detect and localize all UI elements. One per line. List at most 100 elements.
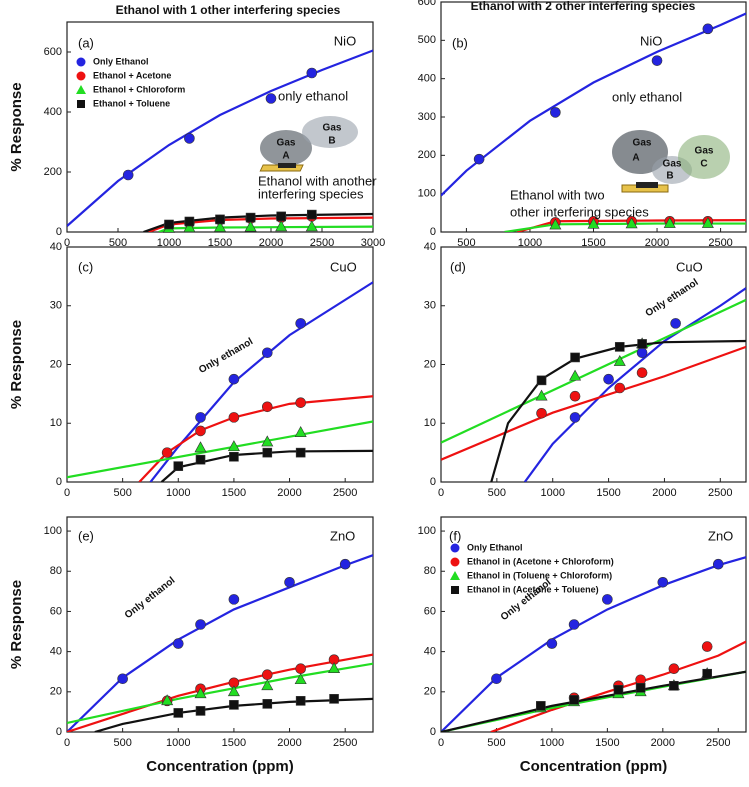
annotation: A: [632, 153, 639, 164]
annotation: C: [700, 159, 707, 170]
annotation: Gas: [663, 159, 682, 170]
annotation: NiO: [334, 33, 356, 48]
y-tick-label: 10: [424, 417, 436, 429]
x-tick-label: 2000: [645, 237, 669, 249]
y-tick-label: 80: [50, 565, 62, 577]
y-tick-label: 100: [44, 525, 62, 537]
legend-swatch: [451, 586, 459, 594]
x-tick-label: 2000: [259, 237, 283, 249]
annotation: only ethanol: [612, 89, 682, 104]
data-point: [227, 685, 240, 697]
data-point: [657, 577, 669, 588]
x-tick-label: 1000: [540, 737, 564, 749]
x-tick-label: 1000: [166, 737, 190, 749]
fit-curve: [67, 49, 373, 227]
y-tick-label: 40: [50, 241, 62, 253]
data-point: [284, 577, 295, 588]
data-point: [306, 209, 317, 220]
y-tick-label: 20: [424, 686, 436, 698]
data-point: [663, 216, 676, 228]
data-point: [295, 397, 306, 408]
annotation: A: [282, 151, 289, 162]
panel: 0 500 1000 1500 2000 2500 3000 0 200 400 600 % Resp…: [8, 21, 385, 249]
legend-label: Only Ethanol: [93, 56, 149, 66]
annotation: Gas: [277, 138, 296, 149]
data-point: [701, 216, 714, 228]
data-point: [625, 217, 638, 229]
x-tick-label: 1000: [518, 237, 542, 249]
data-point: [262, 447, 273, 458]
fit-curve: [441, 298, 746, 444]
x-tick-label: 2500: [333, 487, 357, 499]
data-point: [184, 133, 195, 144]
fit-curve: [441, 345, 746, 461]
y-tick-label: 600: [418, 0, 436, 8]
panel: 500 1000 1500 2000 2500 0 100 200 300 400 500 600 (b…: [418, 0, 747, 249]
data-point: [261, 401, 273, 413]
annotation: (a): [78, 35, 94, 50]
fit-curve: [148, 216, 373, 232]
data-point: [701, 641, 713, 652]
data-point: [546, 638, 558, 649]
x-tick-label: 1500: [208, 237, 232, 249]
data-point: [261, 435, 274, 447]
data-point: [536, 407, 547, 419]
data-point: [161, 694, 174, 706]
data-point: [305, 220, 318, 232]
x-tick-label: 0: [438, 737, 444, 749]
column-heading: Ethanol with 1 other interfering species: [116, 3, 341, 17]
data-point: [569, 369, 582, 381]
data-point: [172, 638, 184, 649]
y-tick-label: 200: [44, 166, 62, 178]
data-point: [536, 375, 547, 386]
y-axis-label: % Response: [8, 580, 25, 669]
y-tick-label: 20: [50, 358, 62, 370]
annotation: other interfering species: [510, 204, 649, 219]
x-tick-label: 2500: [708, 487, 732, 499]
data-point: [229, 451, 239, 462]
x-tick-label: 0: [64, 487, 70, 499]
x-tick-label: 3000: [361, 237, 385, 249]
x-tick-label: 0: [64, 237, 70, 249]
legend-label: Ethanol + Toluene: [93, 98, 170, 108]
data-point: [262, 699, 273, 709]
annotation: Only ethanol: [123, 575, 178, 621]
data-point: [194, 441, 207, 453]
y-tick-label: 500: [418, 34, 436, 46]
y-tick-label: 80: [424, 565, 436, 577]
annotation: interfering species: [258, 186, 364, 201]
data-point: [491, 673, 502, 685]
data-point: [339, 558, 351, 570]
data-point: [702, 23, 714, 35]
data-point: [651, 55, 663, 66]
data-point: [195, 412, 206, 423]
data-point: [668, 663, 680, 675]
y-tick-label: 60: [50, 605, 62, 617]
annotation: (e): [78, 528, 94, 543]
plot-area: [441, 287, 746, 482]
y-tick-label: 20: [50, 686, 62, 698]
data-point: [261, 347, 273, 359]
fit-curve: [490, 640, 746, 732]
y-tick-label: 40: [50, 646, 62, 658]
fit-curve: [67, 554, 373, 732]
x-tick-label: 500: [109, 237, 127, 249]
legend-label: Ethanol in (Acetone + Toluene): [467, 584, 599, 594]
annotation: CuO: [676, 259, 703, 274]
y-tick-label: 0: [56, 476, 62, 488]
data-point: [635, 682, 646, 693]
data-point: [244, 220, 257, 232]
data-point: [122, 169, 134, 181]
data-point: [195, 706, 206, 716]
data-point: [195, 425, 206, 437]
x-tick-label: 1500: [596, 487, 620, 499]
data-point: [712, 558, 724, 570]
data-point: [614, 342, 625, 352]
data-point: [568, 619, 580, 630]
data-point: [473, 153, 485, 165]
data-point: [164, 219, 174, 230]
plot-area: [67, 281, 373, 482]
annotation: (b): [452, 35, 468, 50]
data-point: [670, 318, 681, 329]
